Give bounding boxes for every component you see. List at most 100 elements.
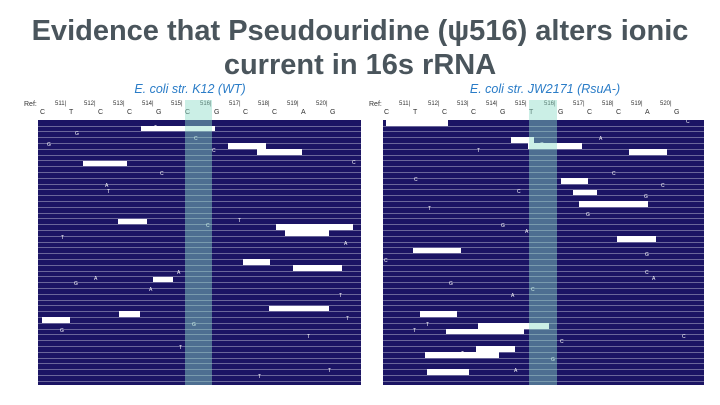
right-mismatch-mark: G bbox=[586, 211, 590, 218]
left-read-row bbox=[38, 184, 361, 191]
right-reference-base: C bbox=[587, 109, 593, 116]
left-reference-base: G bbox=[156, 109, 162, 116]
right-deletion-gap bbox=[617, 236, 656, 242]
left-read-row bbox=[38, 137, 361, 144]
left-deletion-gap bbox=[285, 230, 329, 236]
right-read-row bbox=[383, 166, 704, 173]
right-read-row bbox=[383, 178, 704, 185]
left-reference-base: G bbox=[330, 109, 336, 116]
left-deletion-gap bbox=[293, 265, 342, 271]
left-read-row bbox=[38, 335, 361, 342]
right-read-row bbox=[383, 346, 704, 353]
right-read-row bbox=[383, 294, 704, 301]
left-read-row bbox=[38, 369, 361, 376]
right-read-row bbox=[383, 288, 704, 295]
right-read-row bbox=[383, 161, 704, 168]
left-read-row bbox=[38, 248, 361, 255]
right-read-row bbox=[383, 282, 704, 289]
right-read-row bbox=[383, 242, 704, 249]
left-mismatch-mark: T bbox=[154, 124, 158, 131]
left-read-row bbox=[38, 317, 361, 324]
left-deletion-gap bbox=[276, 224, 353, 230]
right-mismatch-mark: A bbox=[525, 229, 529, 236]
left-reference-base: C bbox=[127, 109, 133, 116]
left-mismatch-mark: T bbox=[61, 235, 65, 241]
right-position-tick: 519| bbox=[631, 101, 643, 107]
right-read-row bbox=[383, 195, 704, 202]
right-read-row bbox=[383, 364, 704, 371]
left-position-tick: 517| bbox=[229, 101, 241, 107]
left-read-row bbox=[38, 300, 361, 307]
right-mismatch-mark: G bbox=[449, 281, 453, 288]
right-deletion-gap bbox=[386, 120, 448, 126]
right-read-row bbox=[383, 230, 704, 237]
left-read-row bbox=[38, 306, 361, 313]
right-read-row bbox=[383, 329, 704, 336]
right-mismatch-mark: C bbox=[531, 287, 535, 294]
left-panel-label: E. coli str. K12 (WT) bbox=[134, 82, 246, 96]
right-read-row bbox=[383, 300, 704, 307]
right-deletion-gap bbox=[573, 189, 597, 196]
right-read-row bbox=[383, 155, 704, 162]
left-mismatch-mark: T bbox=[307, 333, 311, 340]
right-mismatch-mark: G bbox=[644, 194, 648, 201]
right-mismatch-mark: A bbox=[514, 368, 518, 375]
right-mismatch-mark: T bbox=[477, 148, 481, 154]
left-read-row bbox=[38, 207, 361, 214]
left-read-row bbox=[38, 259, 361, 266]
right-deletion-gap bbox=[511, 137, 534, 143]
left-mismatch-mark: C bbox=[194, 136, 198, 143]
right-position-tick: 514| bbox=[486, 101, 498, 107]
left-mismatch-mark: G bbox=[60, 327, 64, 334]
left-position-tick: 515| bbox=[171, 101, 183, 107]
right-deletion-gap bbox=[528, 143, 582, 149]
right-position-tick: 518| bbox=[602, 101, 614, 107]
left-read-row bbox=[38, 172, 361, 179]
left-mismatch-mark: A bbox=[94, 275, 98, 282]
right-read-row bbox=[383, 335, 704, 342]
right-read-row bbox=[383, 190, 704, 197]
left-read-row bbox=[38, 195, 361, 202]
right-mismatch-mark: T bbox=[428, 206, 432, 212]
left-deletion-gap bbox=[243, 259, 270, 265]
right-mismatch-mark: C bbox=[682, 333, 686, 340]
left-deletion-gap bbox=[228, 143, 266, 149]
left-position-tick: 511| bbox=[55, 101, 67, 107]
right-read-row bbox=[383, 143, 704, 150]
right-mismatch-mark: C bbox=[560, 339, 564, 346]
right-reference-base: T bbox=[529, 109, 534, 116]
right-position-tick: 517| bbox=[573, 101, 585, 107]
right-mismatch-mark: A bbox=[599, 136, 603, 143]
left-read-row bbox=[38, 323, 361, 330]
left-read-row bbox=[38, 253, 361, 260]
right-read-row bbox=[383, 224, 704, 231]
left-reference-base: C bbox=[243, 109, 249, 116]
right-read-row bbox=[383, 323, 704, 330]
right-read-row bbox=[383, 219, 704, 226]
left-deletion-gap bbox=[118, 218, 147, 225]
right-position-tick: 513| bbox=[457, 101, 469, 107]
left-mismatch-mark: T bbox=[339, 293, 343, 299]
right-position-tick: 515| bbox=[515, 101, 527, 107]
right-mismatch-mark: T bbox=[461, 351, 465, 357]
right-read-row bbox=[383, 311, 704, 318]
left-read-row bbox=[38, 329, 361, 336]
right-read-row bbox=[383, 369, 704, 376]
right-read-row bbox=[383, 277, 704, 284]
left-read-row bbox=[38, 265, 361, 272]
left-reference-base: C bbox=[98, 109, 104, 116]
left-read-row bbox=[38, 149, 361, 156]
left-read-row bbox=[38, 161, 361, 168]
right-reference-base: C bbox=[616, 109, 622, 116]
left-read-row bbox=[38, 236, 361, 243]
left-mismatch-mark: A bbox=[105, 182, 109, 189]
right-mismatch-mark: T bbox=[426, 322, 430, 328]
right-mismatch-mark: C bbox=[645, 269, 649, 276]
right-deletion-gap bbox=[629, 149, 667, 155]
left-mismatch-mark: C bbox=[352, 159, 356, 166]
left-deletion-gap bbox=[153, 276, 173, 283]
left-read-row bbox=[38, 219, 361, 226]
left-mismatch-mark: T bbox=[238, 217, 242, 224]
left-reference-base: C bbox=[40, 109, 46, 116]
right-ref-label: Ref: bbox=[369, 101, 382, 108]
